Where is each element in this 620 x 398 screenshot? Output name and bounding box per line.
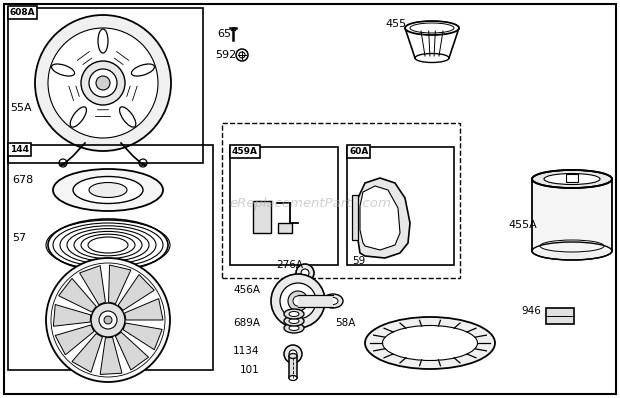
Circle shape (46, 258, 170, 382)
Bar (352, 195, 358, 240)
Bar (566, 174, 578, 182)
Circle shape (81, 61, 125, 105)
Text: 459A: 459A (232, 147, 258, 156)
Circle shape (288, 291, 308, 311)
Text: 59: 59 (352, 256, 365, 266)
Circle shape (89, 69, 117, 97)
Text: eReplacementParts.com: eReplacementParts.com (229, 197, 391, 209)
Text: 455A: 455A (508, 220, 537, 230)
Ellipse shape (51, 64, 74, 76)
Circle shape (99, 311, 117, 329)
Circle shape (104, 316, 112, 324)
Circle shape (96, 76, 110, 90)
Text: 55A: 55A (10, 103, 32, 113)
Ellipse shape (284, 316, 304, 326)
Polygon shape (55, 325, 94, 355)
Circle shape (289, 350, 297, 358)
Circle shape (35, 15, 171, 151)
Bar (8, 8, 203, 163)
Ellipse shape (284, 309, 304, 319)
Circle shape (296, 264, 314, 282)
Ellipse shape (289, 318, 299, 324)
Bar (278, 223, 292, 233)
Bar (8, 145, 213, 370)
Circle shape (301, 269, 309, 277)
Bar (253, 201, 271, 233)
Circle shape (293, 296, 303, 306)
Circle shape (271, 274, 325, 328)
Text: 1134: 1134 (233, 346, 260, 356)
Polygon shape (123, 323, 162, 350)
Text: 678: 678 (12, 175, 33, 185)
Bar (347, 147, 454, 265)
Circle shape (48, 28, 158, 138)
Circle shape (91, 303, 125, 337)
Text: 57: 57 (12, 233, 26, 243)
Text: 101: 101 (240, 365, 260, 375)
Text: 689A: 689A (233, 318, 260, 328)
Text: 455: 455 (385, 19, 406, 29)
Bar (532, 179, 612, 251)
Polygon shape (357, 178, 410, 258)
Polygon shape (118, 275, 154, 310)
Ellipse shape (289, 353, 297, 359)
Polygon shape (72, 334, 102, 372)
Ellipse shape (365, 317, 495, 369)
Circle shape (280, 283, 316, 319)
Polygon shape (115, 332, 149, 370)
Text: 608A: 608A (10, 8, 35, 17)
Text: 58A: 58A (335, 318, 355, 328)
Bar (289, 356, 297, 378)
Ellipse shape (532, 242, 612, 260)
Polygon shape (108, 265, 131, 304)
Ellipse shape (383, 326, 477, 361)
Ellipse shape (544, 174, 600, 185)
Polygon shape (53, 304, 91, 326)
Polygon shape (125, 298, 163, 320)
Ellipse shape (289, 375, 297, 380)
Ellipse shape (532, 170, 612, 188)
Ellipse shape (98, 29, 108, 53)
Bar (222, 123, 460, 278)
Bar (230, 147, 338, 265)
Text: 592: 592 (215, 50, 236, 60)
Text: 276A: 276A (276, 260, 303, 270)
Text: 60A: 60A (349, 147, 368, 156)
Text: 946: 946 (521, 306, 541, 316)
Text: 65: 65 (217, 29, 231, 39)
Ellipse shape (53, 169, 163, 211)
Polygon shape (360, 186, 400, 250)
Ellipse shape (89, 183, 127, 197)
Ellipse shape (289, 312, 299, 316)
Bar (546, 308, 574, 324)
Circle shape (51, 263, 165, 377)
Ellipse shape (120, 107, 136, 127)
Ellipse shape (289, 326, 299, 330)
Ellipse shape (323, 294, 343, 308)
Ellipse shape (70, 107, 86, 127)
Polygon shape (59, 279, 96, 312)
Text: 144: 144 (10, 145, 29, 154)
Ellipse shape (131, 64, 154, 76)
Polygon shape (100, 338, 122, 375)
Bar (298, 295, 333, 307)
Ellipse shape (284, 323, 304, 333)
Text: 456A: 456A (233, 285, 260, 295)
Ellipse shape (73, 176, 143, 203)
Circle shape (284, 345, 302, 363)
Ellipse shape (328, 297, 338, 304)
Polygon shape (79, 265, 105, 304)
